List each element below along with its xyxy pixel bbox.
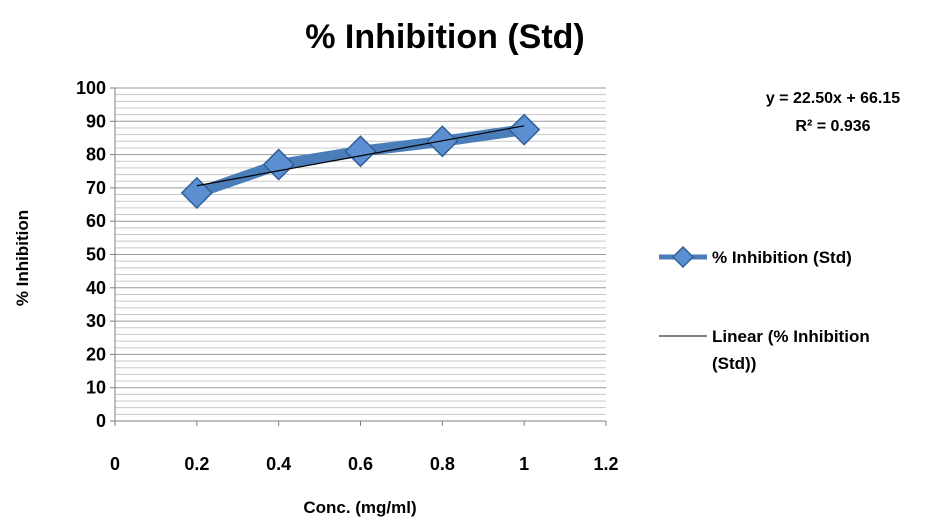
x-tick-label: 0.6	[348, 454, 373, 474]
y-tick-label: 40	[86, 278, 106, 298]
y-tick-label: 30	[86, 311, 106, 331]
x-tick-labels: 0 0.2 0.4 0.6 0.8 1 1.2	[110, 421, 619, 474]
x-axis-label: Conc. (mg/ml)	[303, 498, 416, 517]
y-tick-label: 10	[86, 378, 106, 398]
trendline-r-squared: R² = 0.936	[795, 118, 870, 135]
data-point-marker	[262, 148, 295, 181]
y-tick-label: 0	[96, 411, 106, 431]
data-point-marker	[344, 135, 377, 168]
x-tick-label: 0.4	[266, 454, 291, 474]
y-tick-label: 90	[86, 111, 106, 131]
data-point-marker	[508, 113, 541, 146]
trendline-equation: y = 22.50x + 66.15	[766, 90, 900, 107]
data-point-marker	[180, 176, 213, 209]
legend-series-marker	[671, 245, 695, 269]
trendline-layer	[196, 125, 525, 187]
y-tick-label: 100	[76, 78, 106, 98]
legend: % Inhibition (Std) Linear (% Inhibition …	[659, 245, 870, 373]
x-tick-label: 0.8	[430, 454, 455, 474]
x-tick-label: 0	[110, 454, 120, 474]
y-tick-labels: 0 10 20 30 40 50 60 70 80 90 100	[76, 78, 115, 431]
y-tick-label: 70	[86, 178, 106, 198]
y-tick-label: 80	[86, 145, 106, 165]
y-axis-label: % Inhibition	[13, 210, 32, 306]
legend-series-swatch	[659, 245, 707, 269]
legend-trendline-label-line1: Linear (% Inhibition	[712, 327, 870, 346]
trendline	[196, 125, 525, 187]
legend-trendline-label-line2: (Std))	[712, 354, 756, 373]
y-tick-label: 60	[86, 211, 106, 231]
gridlines	[115, 87, 606, 415]
chart-title: % Inhibition (Std)	[305, 18, 585, 56]
legend-series-label: % Inhibition (Std)	[712, 248, 852, 267]
y-tick-label: 20	[86, 344, 106, 364]
x-tick-label: 1	[519, 454, 529, 474]
x-tick-label: 1.2	[593, 454, 618, 474]
x-tick-label: 0.2	[184, 454, 209, 474]
y-tick-label: 50	[86, 245, 106, 265]
